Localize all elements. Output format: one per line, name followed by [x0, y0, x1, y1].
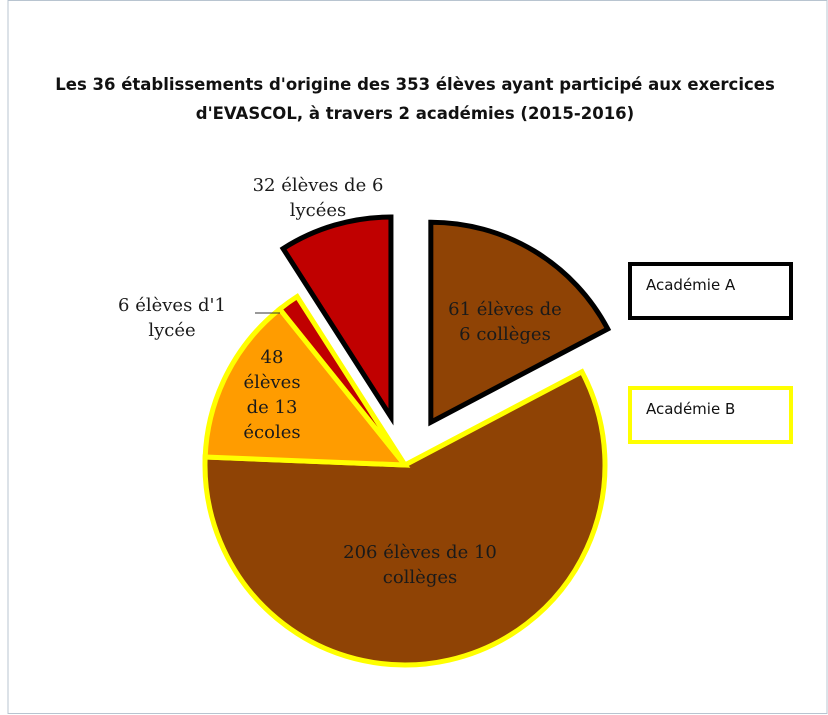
chart-title: Les 36 établissements d'origine des 353 … [55, 75, 775, 123]
data-label: 32 élèves de 6 lycées [252, 175, 384, 221]
data-label: 48 élèves de 13 écoles [243, 347, 301, 443]
pie-slice [202, 368, 608, 668]
pie-slice [202, 305, 411, 468]
data-label: 61 élèves de 6 collèges [448, 299, 562, 345]
pie-slice [276, 293, 408, 467]
pie-slice [428, 219, 612, 427]
data-label: 6 élèves d'1 lycée [118, 295, 226, 341]
pie-slice [279, 214, 394, 426]
legend-entry: Académie B [628, 386, 793, 444]
frame [7, 0, 828, 714]
legend-entry: Académie A [628, 262, 793, 320]
data-label: 206 élèves de 10 collèges [343, 542, 497, 588]
